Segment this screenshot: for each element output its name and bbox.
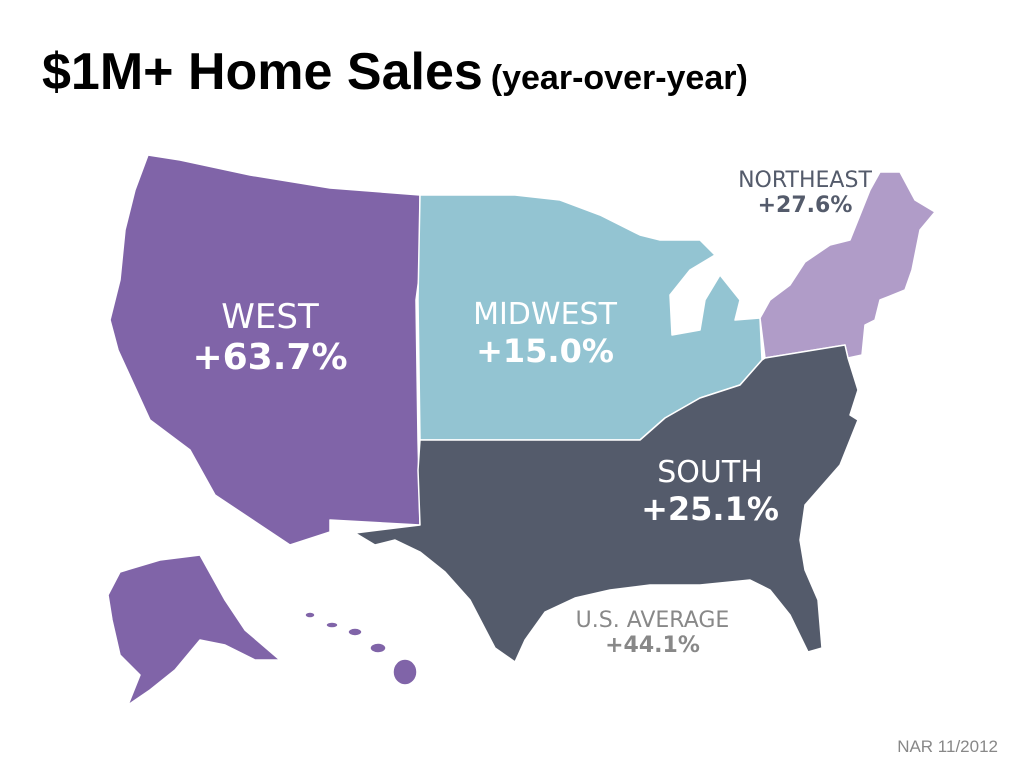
label-northeast: NORTHEAST +27.6% bbox=[725, 168, 885, 218]
label-west: WEST +63.7% bbox=[190, 297, 350, 378]
midwest-value: +15.0% bbox=[476, 332, 614, 370]
label-midwest: MIDWEST +15.0% bbox=[455, 297, 635, 370]
region-south bbox=[354, 344, 859, 663]
northeast-value: +27.6% bbox=[757, 193, 853, 218]
us-average-name: U.S. AVERAGE bbox=[575, 608, 730, 633]
midwest-name: MIDWEST bbox=[473, 297, 617, 332]
south-value: +25.1% bbox=[641, 490, 779, 528]
label-us-average: U.S. AVERAGE +44.1% bbox=[570, 608, 735, 658]
source-note: NAR 11/2012 bbox=[897, 737, 998, 756]
northeast-name: NORTHEAST bbox=[738, 168, 872, 193]
west-name: WEST bbox=[221, 297, 319, 337]
page-title: $1M+ Home Sales (year-over-year) bbox=[42, 42, 748, 102]
region-northeast bbox=[759, 171, 936, 359]
title-sub: (year-over-year) bbox=[490, 59, 748, 97]
us-average-value: +44.1% bbox=[605, 633, 700, 658]
region-west-hawaii bbox=[304, 611, 418, 686]
west-value: +63.7% bbox=[192, 337, 348, 378]
south-name: SOUTH bbox=[657, 455, 763, 490]
label-south: SOUTH +25.1% bbox=[630, 455, 790, 528]
region-west bbox=[109, 154, 421, 546]
title-main: $1M+ Home Sales bbox=[42, 43, 483, 101]
region-west-alaska bbox=[107, 554, 281, 706]
